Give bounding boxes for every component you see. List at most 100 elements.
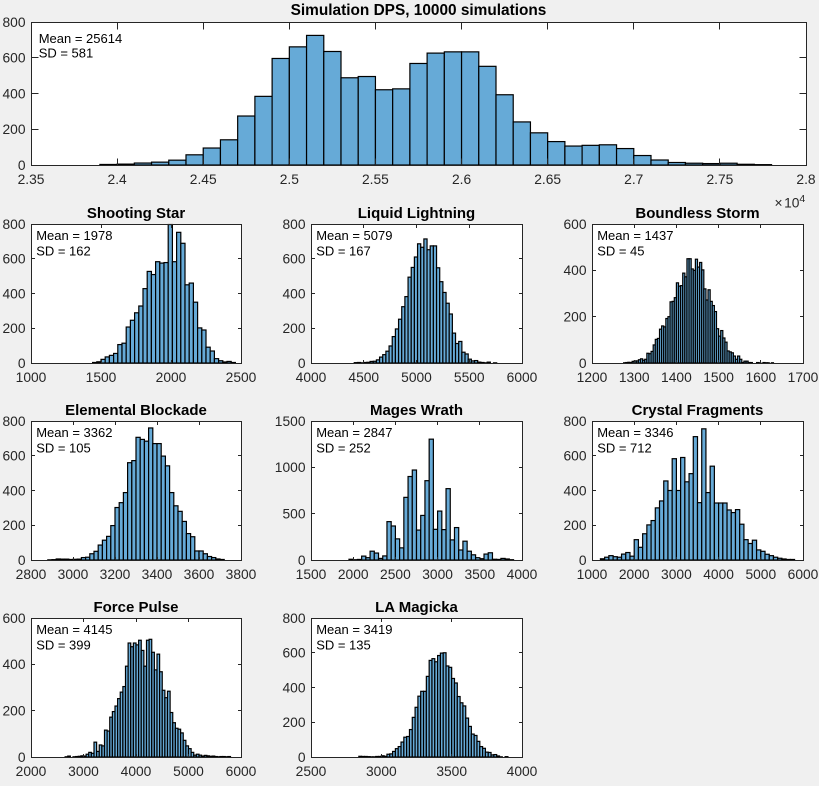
svg-text:2800: 2800 xyxy=(16,567,47,582)
svg-text:400: 400 xyxy=(282,286,305,301)
svg-text:4000: 4000 xyxy=(703,567,734,582)
svg-text:3500: 3500 xyxy=(436,764,467,779)
svg-text:2.45: 2.45 xyxy=(190,172,217,187)
svg-text:3800: 3800 xyxy=(226,567,257,582)
svg-text:6000: 6000 xyxy=(507,370,538,385)
svg-text:600: 600 xyxy=(282,252,305,267)
svg-text:600: 600 xyxy=(282,646,305,661)
svg-text:600: 600 xyxy=(2,51,25,66)
svg-text:Mean = 1978: Mean = 1978 xyxy=(36,228,112,243)
svg-text:0: 0 xyxy=(18,750,26,765)
svg-text:600: 600 xyxy=(2,252,25,267)
svg-text:2000: 2000 xyxy=(619,567,650,582)
svg-text:SD = 712: SD = 712 xyxy=(597,440,652,455)
svg-text:400: 400 xyxy=(2,483,25,498)
svg-text:SD = 399: SD = 399 xyxy=(36,637,91,652)
svg-text:200: 200 xyxy=(563,309,586,324)
svg-text:2000: 2000 xyxy=(16,764,47,779)
svg-text:Mean = 1437: Mean = 1437 xyxy=(597,228,673,243)
svg-text:1300: 1300 xyxy=(619,370,650,385)
svg-text:800: 800 xyxy=(282,611,305,626)
svg-text:2500: 2500 xyxy=(296,764,327,779)
svg-text:800: 800 xyxy=(2,414,25,429)
svg-text:800: 800 xyxy=(563,414,586,429)
svg-text:2.7: 2.7 xyxy=(624,172,643,187)
svg-text:4000: 4000 xyxy=(507,764,538,779)
svg-text:1500: 1500 xyxy=(703,370,734,385)
svg-text:400: 400 xyxy=(2,657,25,672)
svg-text:1000: 1000 xyxy=(16,370,47,385)
svg-text:400: 400 xyxy=(563,483,586,498)
svg-text:800: 800 xyxy=(282,217,305,232)
svg-text:2.8: 2.8 xyxy=(796,172,816,187)
svg-text:3000: 3000 xyxy=(422,567,453,582)
svg-text:Elemental Blockade: Elemental Blockade xyxy=(65,402,207,419)
svg-text:1700: 1700 xyxy=(788,370,819,385)
svg-text:SD = 135: SD = 135 xyxy=(316,637,371,652)
svg-text:3000: 3000 xyxy=(661,567,692,582)
svg-text:200: 200 xyxy=(2,703,25,718)
svg-text:Simulation DPS, 10000 simulati: Simulation DPS, 10000 simulations xyxy=(291,2,547,19)
svg-text:1500: 1500 xyxy=(296,567,327,582)
svg-text:Mean = 2847: Mean = 2847 xyxy=(316,425,392,440)
svg-text:Shooting Star: Shooting Star xyxy=(87,205,185,222)
svg-text:3200: 3200 xyxy=(100,567,131,582)
svg-text:800: 800 xyxy=(2,15,25,30)
svg-text:Force Pulse: Force Pulse xyxy=(93,599,178,616)
svg-text:4000: 4000 xyxy=(296,370,327,385)
svg-text:200: 200 xyxy=(282,715,305,730)
svg-text:0: 0 xyxy=(298,356,306,371)
svg-text:3000: 3000 xyxy=(58,567,89,582)
svg-text:0: 0 xyxy=(18,553,26,568)
svg-text:6000: 6000 xyxy=(788,567,819,582)
svg-text:0: 0 xyxy=(298,750,306,765)
svg-text:1000: 1000 xyxy=(577,567,608,582)
svg-text:SD = 105: SD = 105 xyxy=(36,440,91,455)
svg-text:2.65: 2.65 xyxy=(534,172,561,187)
svg-text:5000: 5000 xyxy=(401,370,432,385)
svg-text:1400: 1400 xyxy=(661,370,692,385)
svg-text:2.75: 2.75 xyxy=(706,172,733,187)
svg-text:3500: 3500 xyxy=(464,567,495,582)
svg-text:4000: 4000 xyxy=(507,567,538,582)
svg-text:0: 0 xyxy=(579,553,587,568)
svg-text:3400: 3400 xyxy=(142,567,173,582)
svg-text:600: 600 xyxy=(563,217,586,232)
svg-text:1200: 1200 xyxy=(577,370,608,385)
svg-text:3600: 3600 xyxy=(184,567,215,582)
svg-text:3000: 3000 xyxy=(366,764,397,779)
svg-text:SD = 252: SD = 252 xyxy=(316,440,371,455)
svg-text:200: 200 xyxy=(563,518,586,533)
svg-text:5500: 5500 xyxy=(454,370,485,385)
svg-text:200: 200 xyxy=(2,122,25,137)
svg-text:600: 600 xyxy=(563,449,586,464)
svg-text:1500: 1500 xyxy=(86,370,117,385)
svg-text:2.35: 2.35 xyxy=(18,172,45,187)
svg-text:Mean = 25614: Mean = 25614 xyxy=(39,31,122,46)
svg-text:6000: 6000 xyxy=(226,764,257,779)
svg-text:Boundless Storm: Boundless Storm xyxy=(635,205,759,222)
svg-text:200: 200 xyxy=(2,518,25,533)
svg-text:400: 400 xyxy=(2,86,25,101)
svg-text:400: 400 xyxy=(2,286,25,301)
svg-text:Crystal Fragments: Crystal Fragments xyxy=(632,402,764,419)
svg-text:3000: 3000 xyxy=(68,764,99,779)
svg-text:400: 400 xyxy=(282,680,305,695)
svg-text:2.6: 2.6 xyxy=(452,172,472,187)
svg-text:Mean = 3419: Mean = 3419 xyxy=(316,622,392,637)
svg-text:Mean = 3346: Mean = 3346 xyxy=(597,425,673,440)
svg-text:Mages Wrath: Mages Wrath xyxy=(370,402,463,419)
svg-text:2.5: 2.5 xyxy=(280,172,300,187)
svg-text:2.4: 2.4 xyxy=(108,172,128,187)
svg-text:SD = 162: SD = 162 xyxy=(36,243,91,258)
svg-text:2000: 2000 xyxy=(156,370,187,385)
svg-text:2500: 2500 xyxy=(226,370,257,385)
svg-text:200: 200 xyxy=(282,321,305,336)
svg-text:5000: 5000 xyxy=(173,764,204,779)
svg-text:500: 500 xyxy=(282,506,305,521)
svg-text:Mean = 3362: Mean = 3362 xyxy=(36,425,112,440)
svg-text:4500: 4500 xyxy=(348,370,379,385)
svg-text:0: 0 xyxy=(298,553,306,568)
svg-text:LA Magicka: LA Magicka xyxy=(375,599,458,616)
svg-text:1500: 1500 xyxy=(275,414,306,429)
